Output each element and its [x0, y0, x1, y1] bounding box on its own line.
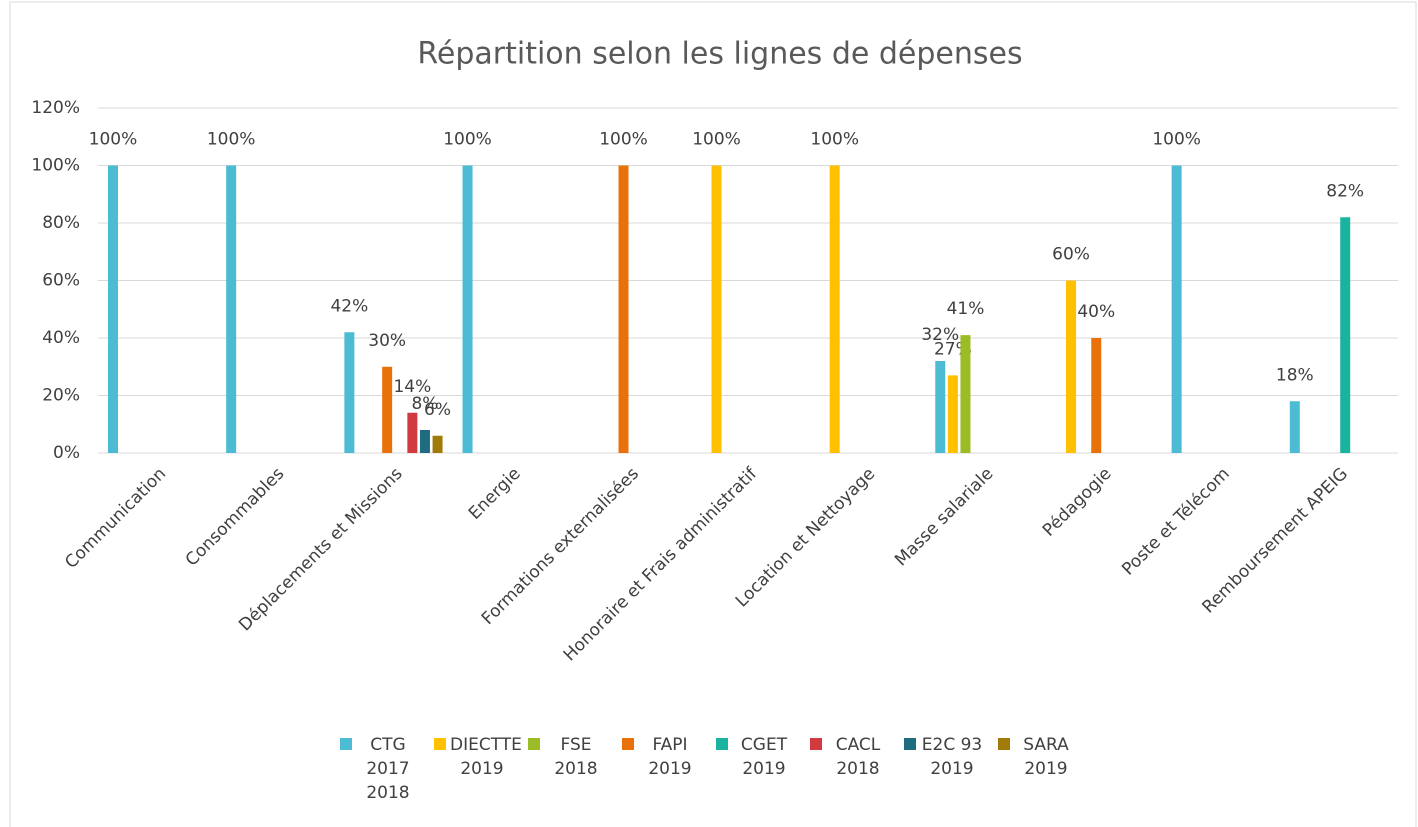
legend-label: CGET 2019 — [740, 735, 788, 779]
data-label: 100% — [443, 130, 492, 150]
data-label: 100% — [810, 130, 859, 150]
data-label: 32% — [921, 325, 959, 345]
data-label: 30% — [368, 331, 406, 351]
bar — [462, 165, 473, 453]
chart-border — [9, 1, 1417, 827]
data-label: 14% — [393, 377, 431, 397]
legend-swatch — [622, 738, 634, 750]
data-label: 60% — [1052, 245, 1090, 265]
data-label: 100% — [692, 130, 741, 150]
x-tick-label: Energie — [465, 464, 525, 524]
bar — [1066, 280, 1077, 453]
data-label: 6% — [424, 400, 451, 420]
bar — [1340, 217, 1351, 453]
data-label: 8% — [411, 394, 438, 414]
legend-label: FSE 2018 — [554, 735, 598, 779]
legend-swatch — [434, 738, 446, 750]
bar — [226, 165, 237, 453]
y-tick-label: 60% — [42, 271, 80, 291]
legend-label: DIECTTE 2019 — [450, 735, 522, 779]
legend-swatch — [810, 738, 822, 750]
y-tick-label: 40% — [42, 328, 80, 348]
x-tick-label: Honoraire et Frais administratif — [560, 463, 762, 665]
legend-label: CTG 2017 2018 — [366, 735, 410, 803]
x-tick-label: Location et Nettoyage — [732, 464, 879, 611]
bar — [1289, 401, 1300, 453]
legend-swatch — [998, 738, 1010, 750]
x-tick-label: Masse salariale — [891, 464, 997, 570]
legend-item: DIECTTE 2019 — [434, 733, 522, 805]
data-label: 100% — [1152, 130, 1201, 150]
legend-label: FAPI 2019 — [648, 735, 692, 779]
data-label: 100% — [89, 130, 138, 150]
y-tick-label: 20% — [42, 386, 80, 406]
bar — [432, 435, 443, 453]
legend-label: CACL 2018 — [835, 735, 881, 779]
legend-item: CTG 2017 2018 — [340, 733, 420, 805]
bar — [344, 332, 355, 453]
legend-label: E2C 93 2019 — [921, 735, 983, 779]
bar — [829, 165, 840, 453]
y-tick-label: 80% — [42, 213, 80, 233]
y-tick-label: 100% — [31, 156, 80, 176]
legend-item: FAPI 2019 — [622, 733, 702, 805]
data-label: 40% — [1077, 302, 1115, 322]
legend-swatch — [716, 738, 728, 750]
legend-item: E2C 93 2019 — [904, 733, 984, 805]
bar — [407, 412, 418, 453]
x-tick-label: Consommables — [182, 464, 289, 571]
data-label: 82% — [1326, 181, 1364, 201]
bar — [935, 361, 946, 453]
x-tick-label: Communication — [61, 464, 170, 573]
bar — [960, 335, 971, 453]
bar — [382, 366, 393, 453]
legend: CTG 2017 2018 DIECTTE 2019 FSE 2018 FAPI 20… — [0, 733, 1418, 805]
data-label: 42% — [330, 296, 368, 316]
bar — [419, 430, 430, 453]
legend-item: SARA 2019 — [998, 733, 1078, 805]
data-label: 41% — [947, 299, 985, 319]
legend-item: CACL 2018 — [810, 733, 890, 805]
x-tick-label: Poste et Télécom — [1118, 464, 1234, 580]
legend-swatch — [340, 738, 352, 750]
legend-item: FSE 2018 — [528, 733, 608, 805]
legend-label: SARA 2019 — [1023, 735, 1069, 779]
data-label: 18% — [1276, 365, 1314, 385]
legend-swatch — [904, 738, 916, 750]
bar — [107, 165, 118, 453]
x-tick-label: Pédagogie — [1039, 464, 1116, 541]
chart-title: Répartition selon les lignes de dépenses — [417, 37, 1022, 72]
bar — [1171, 165, 1182, 453]
data-label: 100% — [599, 130, 648, 150]
bar — [618, 165, 629, 453]
bar — [1091, 338, 1102, 453]
data-label: 100% — [207, 130, 256, 150]
legend-item: CGET 2019 — [716, 733, 796, 805]
bar — [947, 375, 958, 453]
legend-swatch — [528, 738, 540, 750]
y-tick-label: 120% — [31, 98, 80, 118]
y-tick-label: 0% — [53, 443, 80, 463]
bar — [711, 165, 722, 453]
